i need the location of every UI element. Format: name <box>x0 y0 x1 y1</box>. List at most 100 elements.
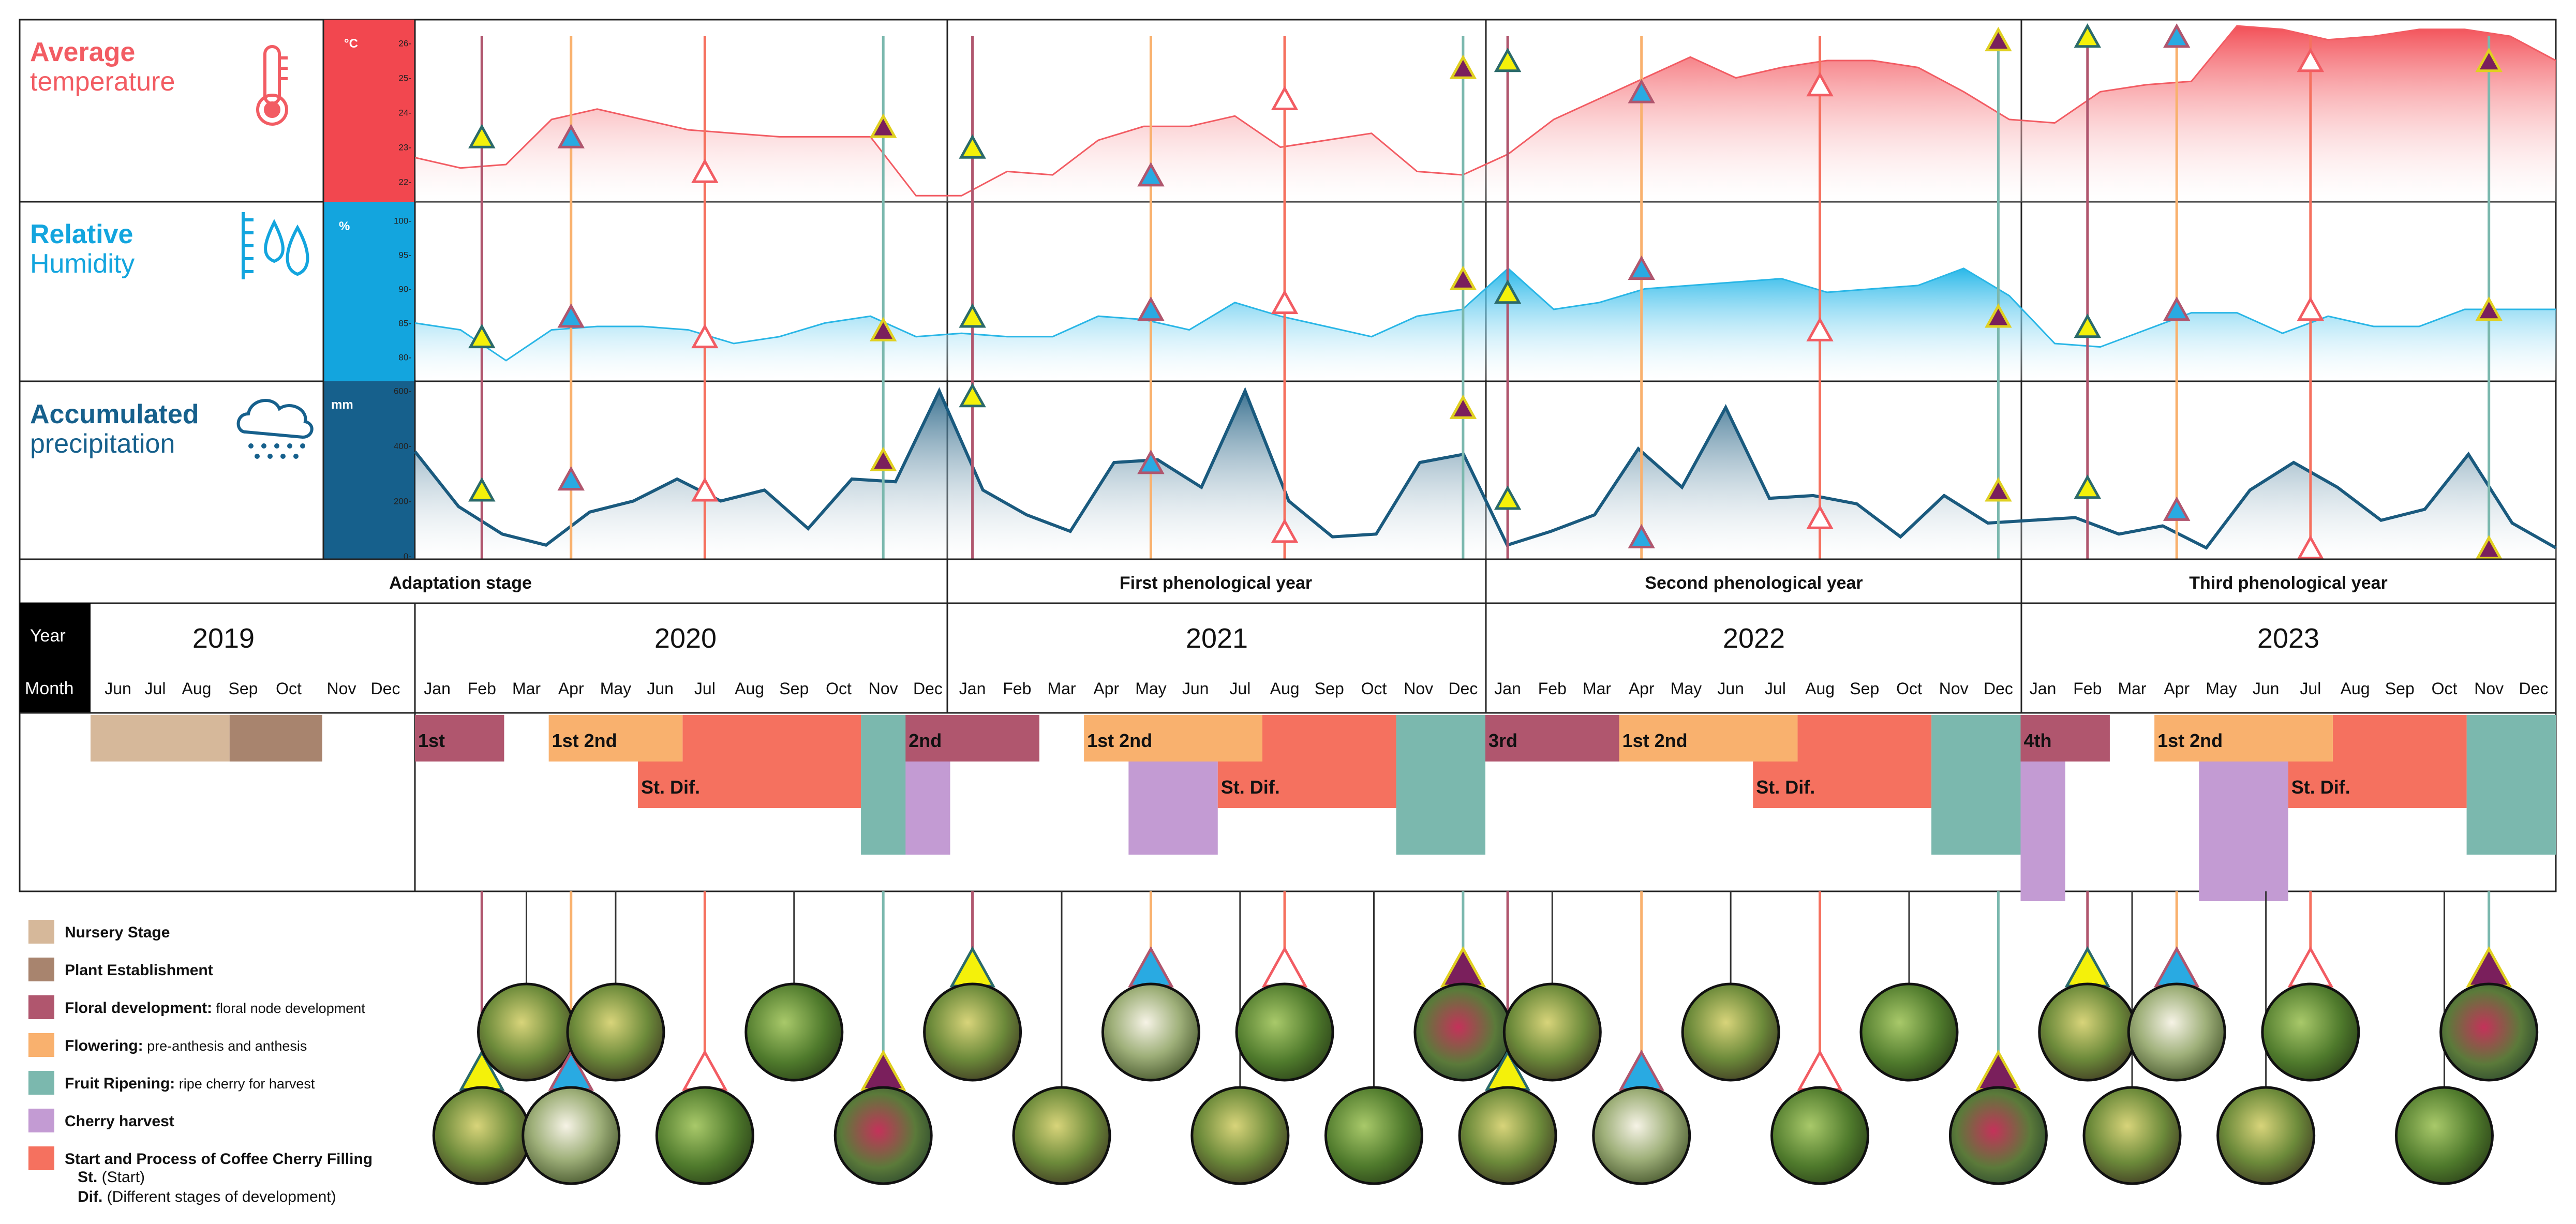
filling-marker <box>2297 296 2325 321</box>
series-areas <box>413 25 2557 559</box>
year-2023: 2023 <box>2257 623 2319 654</box>
flowering-marker <box>2163 296 2191 321</box>
month-label: Nov <box>2474 679 2504 698</box>
floral-marker <box>949 946 995 988</box>
precipitation-title-line1: Accumulated <box>30 399 199 429</box>
month-label: Aug <box>182 679 212 698</box>
month-label: Jul <box>1765 679 1786 698</box>
month-label: Aug <box>735 679 764 698</box>
year-2021: 2021 <box>1186 623 1248 654</box>
temperature-title-line1: Average <box>30 37 135 67</box>
ripening-marker <box>2475 535 2503 560</box>
filling-marker <box>1271 289 1299 315</box>
month-label: Jul <box>145 679 166 698</box>
month-label: Sep <box>2385 679 2415 698</box>
coffee-young-bud-photo <box>2038 982 2137 1082</box>
month-label: Mar <box>1583 679 1611 698</box>
coffee-green-cherry-photo <box>1859 982 1959 1082</box>
phenology-bar <box>2199 762 2288 901</box>
ripening-marker <box>860 1049 906 1091</box>
month-label: May <box>1135 679 1166 698</box>
month-label: Dec <box>1448 679 1478 698</box>
phenology-bar-label: 3rd <box>1488 730 1517 751</box>
timeline-frame <box>19 602 2557 714</box>
temperature-area-fill <box>415 26 2556 202</box>
legend-swatch <box>28 920 54 944</box>
month-label: Mar <box>2118 679 2146 698</box>
ripening-marker <box>1449 265 1477 290</box>
month-labels: Jun Jul Aug Sep Oct Nov Dec Jan Feb Mar Apr May Jun J… <box>105 679 2548 698</box>
phenology-bar <box>2332 715 2467 762</box>
legend-swatch <box>28 1146 54 1170</box>
coffee-red-cherry-photo <box>1413 982 1513 1082</box>
precipitation-title-line2: precipitation <box>30 429 175 459</box>
phenology-bar <box>1217 762 1396 808</box>
month-row-label: Month <box>25 679 74 698</box>
phenology-bar <box>2020 715 2110 762</box>
flowering-marker <box>1137 296 1165 321</box>
phenology-bar-label: St. Dif. <box>1221 777 1280 798</box>
stage-label-second-year: Second phenological year <box>1645 573 1863 593</box>
floral-marker <box>2074 474 2102 499</box>
month-label: Jun <box>2253 679 2280 698</box>
floral-marker <box>2074 23 2102 48</box>
ripening-marker <box>1985 477 2012 502</box>
month-label: Feb <box>1538 679 1567 698</box>
phenology-bar <box>2466 715 2556 855</box>
flowering-marker <box>557 466 585 491</box>
phenology-bar <box>1396 715 1485 855</box>
legend-label: Fruit Ripening: ripe cherry for harvest <box>65 1075 315 1092</box>
floral-marker <box>1494 279 1522 304</box>
month-label: Jun <box>647 679 674 698</box>
month-label: Mar <box>512 679 541 698</box>
coffee-young-bud-photo <box>1012 1086 1111 1185</box>
flowering-marker <box>1618 1049 1664 1091</box>
filling-marker <box>691 323 719 349</box>
phenology-bar-label: 1st 2nd <box>552 730 617 751</box>
precipitation-unit: mm <box>331 398 353 412</box>
month-label: Apr <box>558 679 584 698</box>
humidity-unit: % <box>339 219 350 233</box>
month-label: Jan <box>2030 679 2057 698</box>
legend-label: Nursery Stage <box>65 924 170 941</box>
stage-label-third-year: Third phenological year <box>2189 573 2388 593</box>
phenology-bar <box>1485 715 1619 762</box>
ripening-marker <box>2475 296 2503 321</box>
precipitation-series-line <box>413 386 2557 550</box>
floral-marker <box>1494 48 1522 72</box>
month-label: May <box>600 679 631 698</box>
phenology-bar-label: 1st 2nd <box>1622 730 1688 751</box>
floral-marker <box>468 477 496 502</box>
ripening-marker <box>1449 394 1477 419</box>
coffee-young-bud-photo <box>1190 1086 1290 1185</box>
ripening-marker <box>1449 54 1477 79</box>
legend-swatch <box>28 1071 54 1095</box>
legend-note: Dif. (Different stages of development) <box>78 1188 336 1205</box>
phenology-bar-label: 1st <box>418 730 445 751</box>
coffee-green-cherry-photo <box>2394 1086 2494 1185</box>
phenology-bar <box>2154 715 2333 762</box>
filling-marker <box>1271 85 1299 110</box>
axis-tick-label: 22- <box>398 177 411 187</box>
phenology-bar-label: St. Dif. <box>641 777 700 798</box>
filling-marker <box>1271 518 1299 543</box>
flowering-marker <box>1137 162 1165 187</box>
phenology-bar <box>548 715 683 762</box>
phenology-bar <box>2020 762 2065 901</box>
month-label: Jan <box>1494 679 1521 698</box>
timeline-header: Year Month 2019 2020 2021 2022 2023 Jun J… <box>19 602 2557 714</box>
humidity-area-fill <box>415 268 2556 380</box>
axis-ticks: 26- 25- 24- 23- 22- 100- 95- 90- 85- 80- 600- 400- 2… <box>394 39 411 562</box>
ripening-marker <box>1985 303 2012 328</box>
legend-label: Floral development: floral node developm… <box>65 999 365 1017</box>
phenology-bar <box>1128 762 1218 855</box>
axis-tick-label: 80- <box>398 352 411 362</box>
filling-marker <box>2297 535 2325 560</box>
humidity-title-line2: Humidity <box>30 249 135 279</box>
phenology-bar-label: 4th <box>2024 730 2052 751</box>
coffee-green-cherry-photo <box>1770 1086 1870 1185</box>
phenology-bar <box>229 715 322 762</box>
legend-swatch <box>28 995 54 1019</box>
phenology-bar-label: 1st 2nd <box>1087 730 1152 751</box>
phenology-bar <box>1084 715 1262 762</box>
